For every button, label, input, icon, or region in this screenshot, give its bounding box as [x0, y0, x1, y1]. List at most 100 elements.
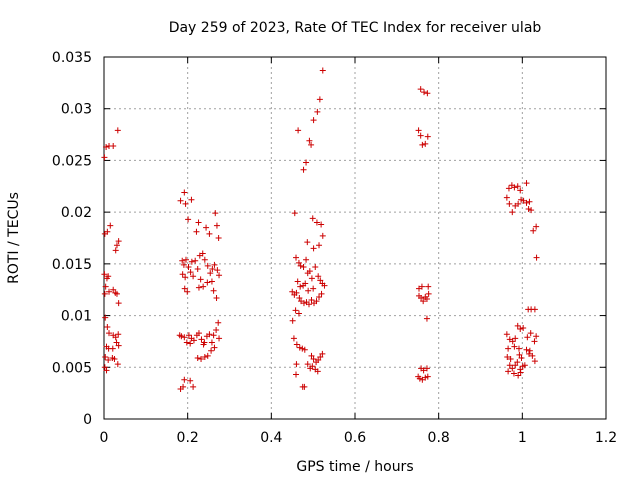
data-point [517, 326, 524, 333]
data-point [424, 90, 431, 97]
data-point [109, 345, 116, 352]
data-point [319, 232, 326, 239]
data-point [102, 353, 109, 360]
y-axis-label: ROTI / TECUs [6, 192, 22, 284]
data-point [301, 383, 308, 390]
data-point [182, 274, 189, 281]
data-point [289, 288, 296, 295]
data-point [211, 344, 218, 351]
data-point [315, 273, 322, 280]
data-point [518, 354, 525, 361]
data-point [523, 199, 530, 206]
data-point [424, 373, 431, 380]
data-point [523, 346, 530, 353]
data-point [523, 180, 530, 187]
data-point [526, 350, 533, 357]
data-point [300, 263, 307, 270]
data-point [194, 266, 201, 273]
data-point [182, 200, 189, 207]
data-point [420, 298, 427, 305]
data-point [207, 270, 214, 277]
data-point [309, 363, 316, 370]
data-point [103, 143, 110, 150]
data-point [310, 245, 317, 252]
data-point [524, 334, 531, 341]
data-point [314, 368, 321, 375]
data-point [515, 372, 522, 379]
data-point [418, 294, 425, 301]
data-point [213, 222, 220, 229]
x-tick-label: 1 [518, 430, 527, 446]
data-point [309, 215, 316, 222]
data-point [101, 154, 108, 161]
x-tick-label: 1.2 [595, 430, 617, 446]
data-point [417, 86, 424, 93]
data-point [303, 159, 310, 166]
data-point [424, 133, 431, 140]
data-point [107, 222, 114, 229]
data-point [101, 364, 108, 371]
data-point [204, 352, 211, 359]
data-point [183, 339, 190, 346]
data-point [505, 345, 512, 352]
data-point [195, 330, 202, 337]
data-point [504, 353, 511, 360]
data-point [216, 335, 223, 342]
data-point [104, 228, 111, 235]
data-point [103, 367, 110, 374]
y-tick-label: 0.005 [52, 360, 92, 376]
data-point [115, 331, 122, 338]
data-point [206, 230, 213, 237]
data-point [181, 334, 188, 341]
data-point [313, 219, 320, 226]
data-point [113, 339, 120, 346]
data-point [296, 344, 303, 351]
data-point [195, 219, 202, 226]
data-point [517, 369, 524, 376]
data-point [525, 206, 532, 213]
data-point [518, 196, 525, 203]
data-point [319, 67, 326, 74]
data-point [105, 357, 112, 364]
data-point [187, 269, 194, 276]
x-tick-label: 0 [100, 430, 109, 446]
data-point [106, 330, 113, 337]
y-tick-label: 0.01 [61, 309, 92, 325]
data-point [184, 288, 191, 295]
data-point [212, 210, 219, 217]
data-point [503, 331, 510, 338]
data-point [203, 224, 210, 231]
data-point [533, 254, 540, 261]
y-tick-label: 0.03 [61, 102, 92, 118]
data-point [423, 365, 430, 372]
data-point [514, 183, 521, 190]
data-point [213, 294, 220, 301]
data-point [293, 361, 300, 368]
data-point [104, 323, 111, 330]
data-point [303, 256, 310, 263]
data-point [290, 335, 297, 342]
data-point [308, 352, 315, 359]
data-point [190, 273, 197, 280]
data-point [505, 185, 512, 192]
data-point [194, 354, 201, 361]
data-point [102, 314, 109, 321]
x-tick-label: 0.6 [344, 430, 366, 446]
data-point [528, 207, 535, 214]
data-point [200, 341, 207, 348]
y-tick-label: 0.025 [52, 153, 92, 169]
data-point [533, 333, 540, 340]
data-point [506, 362, 513, 369]
data-point [520, 324, 527, 331]
data-point [193, 228, 200, 235]
data-point [509, 209, 516, 216]
data-point [314, 108, 321, 115]
data-point [293, 371, 300, 378]
data-point [512, 335, 519, 342]
data-point [101, 290, 108, 297]
data-point [292, 307, 299, 314]
data-point [181, 189, 188, 196]
data-point [204, 279, 211, 286]
data-point [531, 306, 538, 313]
